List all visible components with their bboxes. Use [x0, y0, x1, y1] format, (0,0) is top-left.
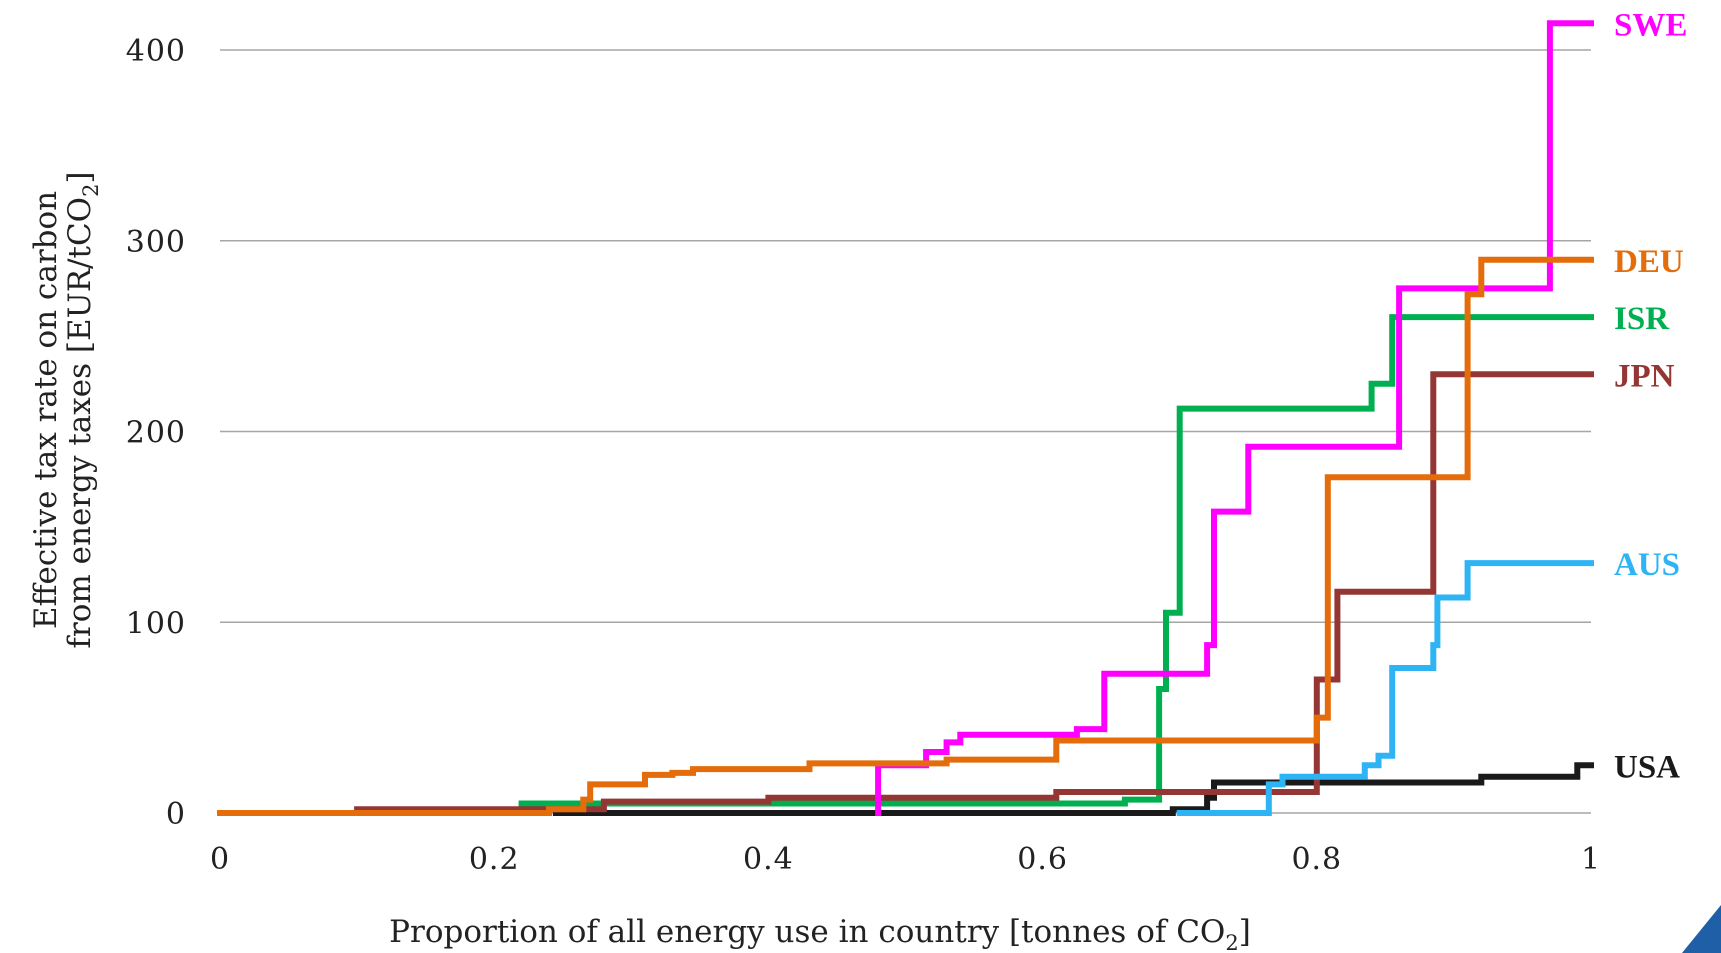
- x-tick-label: 0: [210, 842, 230, 877]
- gridlines: [220, 49, 1591, 814]
- series-line-aus: [1176, 560, 1594, 816]
- series-line-jpn: [217, 371, 1594, 816]
- y-axis-title: Effective tax rate on carbon from energy…: [28, 171, 103, 648]
- x-tick-label: 0.6: [1017, 842, 1068, 877]
- series-line-deu: [217, 256, 1594, 816]
- series-label-isr: ISR: [1614, 301, 1670, 337]
- y-tick-label: 100: [126, 606, 186, 641]
- series-labels: USA ISR JPN AUS SWE DEU: [1614, 7, 1687, 785]
- series-line-isr: [217, 314, 1594, 816]
- x-axis-title: Proportion of all energy use in country …: [389, 914, 1251, 953]
- y-tick-label: 200: [126, 416, 186, 451]
- x-tick-label: 0.8: [1291, 842, 1342, 877]
- x-tick-label: 0.2: [469, 842, 520, 877]
- series-label-swe: SWE: [1614, 7, 1687, 43]
- y-tick-label: 0: [166, 797, 186, 832]
- y-tick-label: 400: [126, 34, 186, 69]
- series-lines: [217, 20, 1594, 816]
- y-axis-title-line2: from energy taxes [EUR/tCO2]: [62, 171, 103, 648]
- x-tick-label: 0.4: [743, 842, 794, 877]
- y-tick-label: 300: [126, 225, 186, 260]
- series-label-jpn: JPN: [1614, 358, 1675, 394]
- x-tick-labels: 0 0.2 0.4 0.6 0.8 1: [210, 842, 1601, 877]
- series-label-aus: AUS: [1614, 547, 1680, 583]
- y-tick-labels: 0 100 200 300 400: [126, 34, 186, 832]
- x-tick-label: 1: [1581, 842, 1601, 877]
- series-label-deu: DEU: [1614, 244, 1684, 280]
- y-axis-title-line1: Effective tax rate on carbon: [28, 191, 64, 629]
- corner-accent: [1682, 905, 1721, 953]
- series-line-swe: [875, 20, 1594, 816]
- series-label-usa: USA: [1614, 749, 1680, 785]
